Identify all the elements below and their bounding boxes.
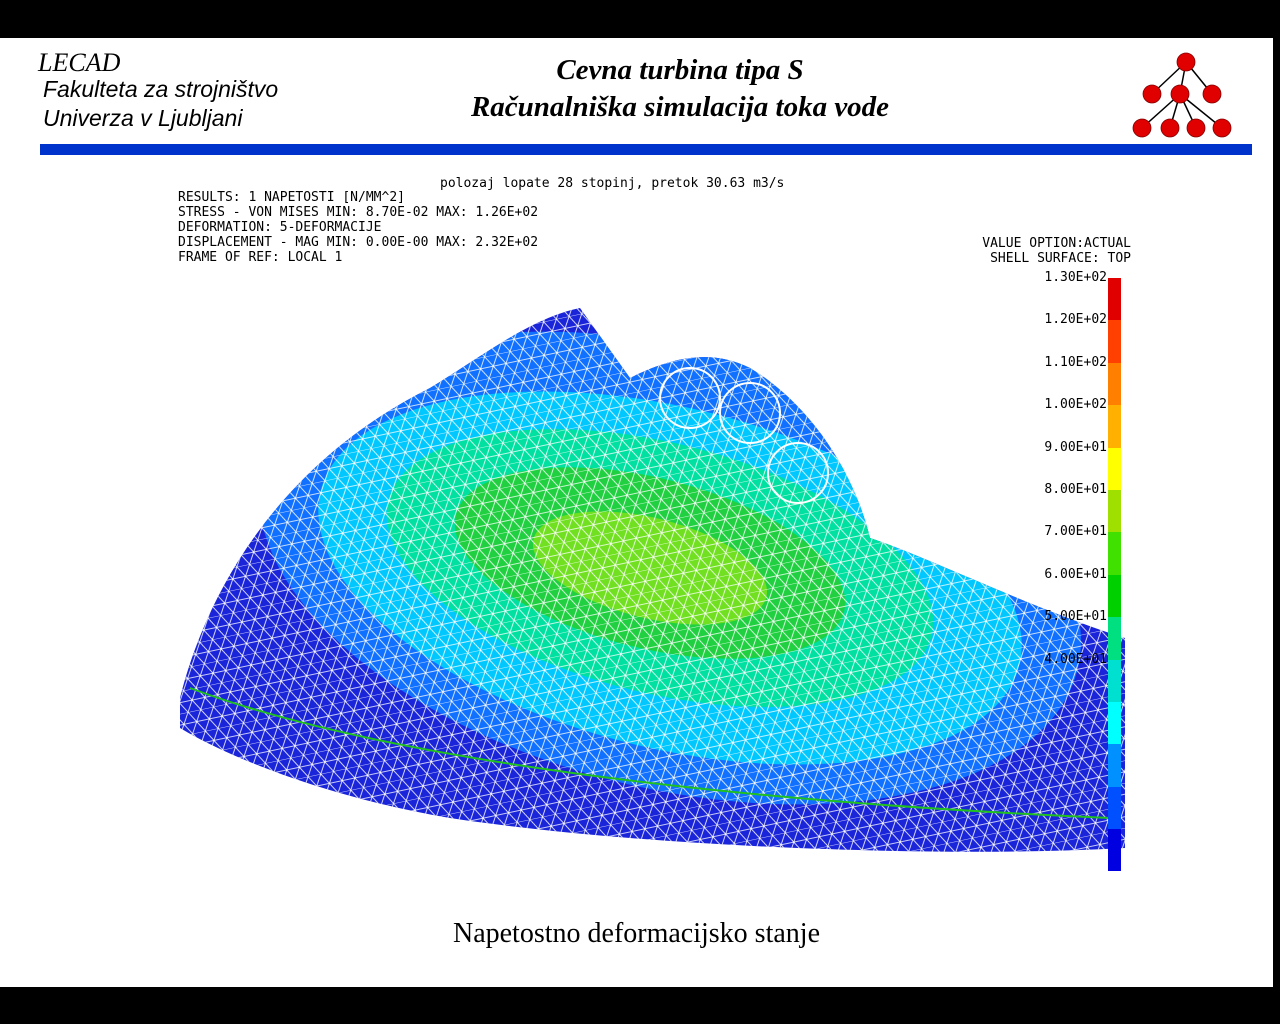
- legend-label: 1.30E+02: [1044, 270, 1107, 285]
- info-line: DISPLACEMENT - MAG MIN: 0.00E-00 MAX: 2.…: [178, 235, 539, 250]
- legend-label: 5.00E+01: [1044, 609, 1107, 625]
- results-info: RESULTS: 1 NAPETOSTI [N/MM^2] STRESS - V…: [178, 190, 538, 265]
- legend-label: 7.00E+01: [1044, 524, 1107, 540]
- value-option: VALUE OPTION:ACTUAL: [982, 236, 1131, 251]
- legend-swatch: [1108, 447, 1121, 490]
- legend-swatch: [1108, 659, 1121, 702]
- university-name: Univerza v Ljubljani: [43, 105, 243, 131]
- legend-label: 8.00E+01: [1044, 482, 1107, 497]
- slide: LECAD Fakulteta za strojništvo Univerza …: [0, 38, 1273, 987]
- slide-subtitle: Računalniška simulacija toka vode: [470, 91, 890, 123]
- deformation-outline: [189, 687, 1111, 819]
- legend-swatch: [1108, 320, 1121, 363]
- legend-swatch: [1108, 278, 1121, 321]
- legend-swatch: [1108, 532, 1121, 575]
- legend-swatch: [1108, 617, 1121, 660]
- legend-swatch: [1108, 405, 1121, 448]
- hub-holes: [659, 367, 829, 504]
- slide-title: Cevna turbina tipa S: [556, 54, 804, 86]
- legend-swatch: [1108, 489, 1121, 533]
- plot-caption: polozaj lopate 28 stopinj, pretok 30.63 …: [440, 176, 785, 191]
- lecad-logo: [1132, 52, 1232, 138]
- legend-swatch: [1108, 786, 1121, 830]
- institution-name: LECAD: [38, 48, 121, 77]
- info-line: DEFORMATION: 5-DEFORMACIJE: [178, 220, 382, 235]
- shell-surface: SHELL SURFACE: TOP: [990, 251, 1131, 266]
- turbine-blade: [180, 308, 1125, 852]
- legend-label: 4.00E+01: [1044, 651, 1107, 667]
- faculty-name: Fakulteta za strojništvo: [43, 76, 279, 102]
- legend-swatch: [1108, 574, 1121, 618]
- plot-options: VALUE OPTION:ACTUAL SHELL SURFACE: TOP: [982, 236, 1131, 266]
- legend-label: 6.00E+01: [1044, 566, 1107, 582]
- info-line: FRAME OF REF: LOCAL 1: [178, 250, 343, 265]
- legend-label: 1.10E+02: [1044, 354, 1107, 370]
- legend-label: 1.20E+02: [1044, 312, 1107, 328]
- info-line: STRESS - VON MISES MIN: 8.70E-02 MAX: 1.…: [178, 205, 539, 220]
- legend-swatch: [1108, 362, 1121, 406]
- header-rule: [40, 144, 1252, 155]
- info-line: RESULTS: 1 NAPETOSTI [N/MM^2]: [178, 190, 405, 205]
- legend-label: 1.00E+02: [1044, 397, 1107, 413]
- legend-color-bar: [1108, 278, 1121, 872]
- fe-stress-plot: [180, 308, 1125, 852]
- legend-swatch: [1108, 744, 1121, 787]
- legend-label: 9.00E+01: [1044, 439, 1107, 455]
- slide-caption: Napetostno deformacijsko stanje: [452, 918, 820, 949]
- legend-swatch: [1108, 701, 1121, 745]
- legend-swatch: [1108, 829, 1121, 872]
